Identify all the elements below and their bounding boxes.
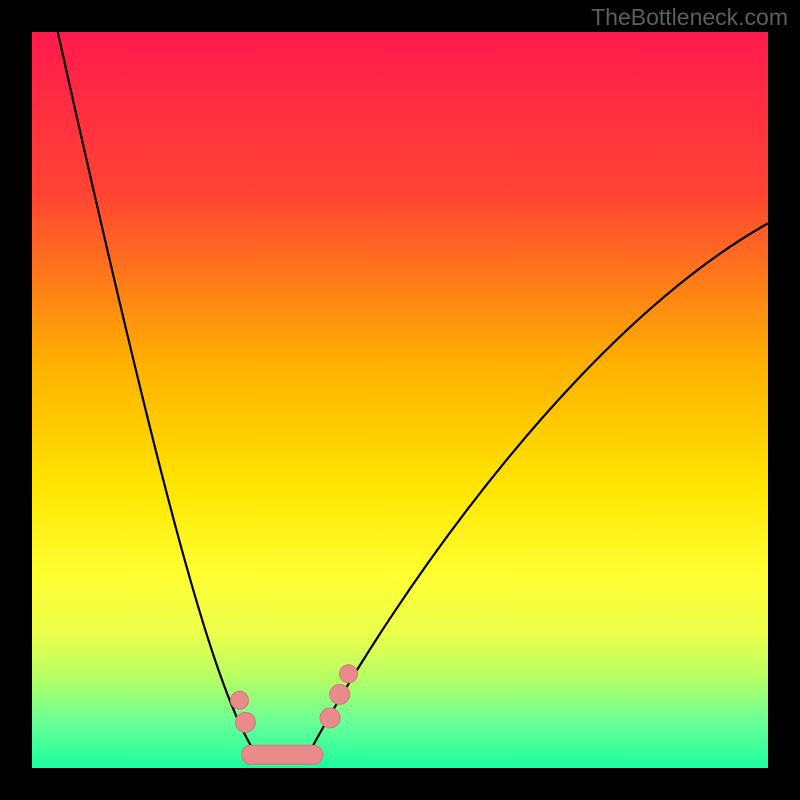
marker-right-0 (320, 708, 340, 728)
marker-bottom-pill (242, 745, 323, 764)
watermark-label: TheBottleneck.com (591, 4, 788, 31)
plot-area (32, 32, 768, 768)
marker-right-1 (330, 684, 350, 704)
plot-svg (32, 32, 768, 768)
marker-left-0 (235, 712, 255, 732)
marker-right-2 (339, 665, 357, 683)
marker-left-1 (231, 691, 249, 709)
chart-frame: TheBottleneck.com (0, 0, 800, 800)
